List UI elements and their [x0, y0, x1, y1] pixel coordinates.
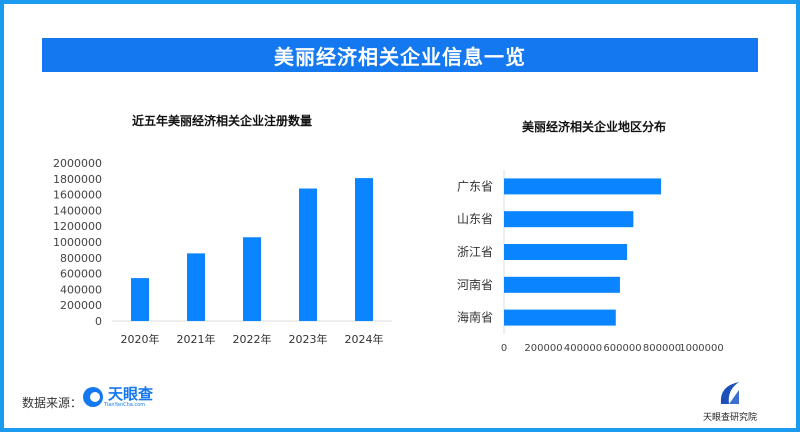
y-tick-label: 200000	[60, 299, 102, 312]
x-tick-label: 600000	[603, 343, 641, 354]
bar	[504, 309, 616, 326]
bar	[243, 237, 261, 321]
institute-logo: 天眼查研究院	[700, 380, 760, 423]
category-label: 广东省	[457, 179, 493, 193]
x-tick-label: 0	[501, 343, 507, 354]
bar	[504, 178, 662, 195]
y-tick-label: 2000000	[53, 157, 102, 170]
logo-text: 天眼查	[108, 384, 154, 403]
eye-logo-icon	[83, 387, 103, 407]
y-tick-label: 800000	[60, 252, 102, 265]
category-label: 河南省	[457, 277, 493, 292]
x-tick-label: 200000	[524, 343, 562, 354]
y-tick-label: 1800000	[53, 173, 102, 186]
category-label: 海南省	[457, 310, 493, 325]
bar	[355, 178, 373, 321]
x-tick-label: 2023年	[289, 332, 328, 346]
y-tick-label: 1400000	[53, 204, 102, 217]
bar	[504, 276, 620, 293]
category-label: 浙江省	[457, 245, 493, 259]
chart-title-right: 美丽经济相关企业地区分布	[522, 120, 667, 134]
x-tick-label: 1000000	[679, 343, 724, 354]
x-tick-label: 2022年	[233, 332, 272, 346]
x-tick-label: 2021年	[177, 332, 216, 346]
bar	[504, 244, 628, 260]
x-tick-label: 800000	[643, 343, 681, 354]
y-tick-label: 600000	[60, 268, 102, 281]
bar	[299, 188, 317, 321]
x-tick-label: 2020年	[121, 332, 160, 346]
y-tick-label: 1200000	[53, 220, 102, 233]
x-tick-label: 400000	[564, 343, 602, 354]
category-label: 山东省	[457, 212, 493, 226]
bar	[504, 211, 634, 228]
page-title: 美丽经济相关企业信息一览	[42, 38, 758, 72]
bar	[187, 253, 205, 321]
bar	[131, 278, 149, 321]
institute-name: 天眼查研究院	[702, 413, 757, 423]
chart-title-left: 近五年美丽经济相关企业注册数量	[132, 114, 313, 128]
y-tick-label: 400000	[60, 283, 102, 296]
tianyancha-logo: 天眼查 TianYanCha.com	[82, 386, 153, 408]
logo-sub: TianYanCha.com	[104, 401, 146, 408]
institute-logo-icon	[720, 382, 739, 404]
source-label: 数据来源：	[22, 396, 83, 410]
y-tick-label: 1600000	[53, 189, 102, 202]
y-tick-label: 0	[95, 315, 102, 328]
x-tick-label: 2024年	[345, 332, 384, 346]
y-tick-label: 1000000	[53, 236, 102, 249]
